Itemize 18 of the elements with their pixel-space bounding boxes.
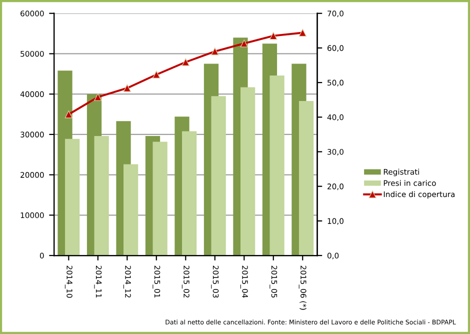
point [152, 70, 160, 78]
bar [240, 87, 256, 256]
bar [298, 100, 314, 256]
bar [94, 136, 109, 256]
bar [270, 76, 284, 256]
bar [211, 96, 226, 256]
bar [152, 142, 168, 256]
bar [182, 131, 197, 256]
point [64, 110, 72, 118]
point [94, 93, 102, 101]
bar [65, 138, 80, 256]
bar [124, 164, 138, 256]
point [270, 32, 278, 40]
point [240, 40, 248, 48]
point [298, 28, 306, 37]
point [182, 58, 190, 66]
point [211, 48, 219, 56]
point [123, 84, 131, 92]
